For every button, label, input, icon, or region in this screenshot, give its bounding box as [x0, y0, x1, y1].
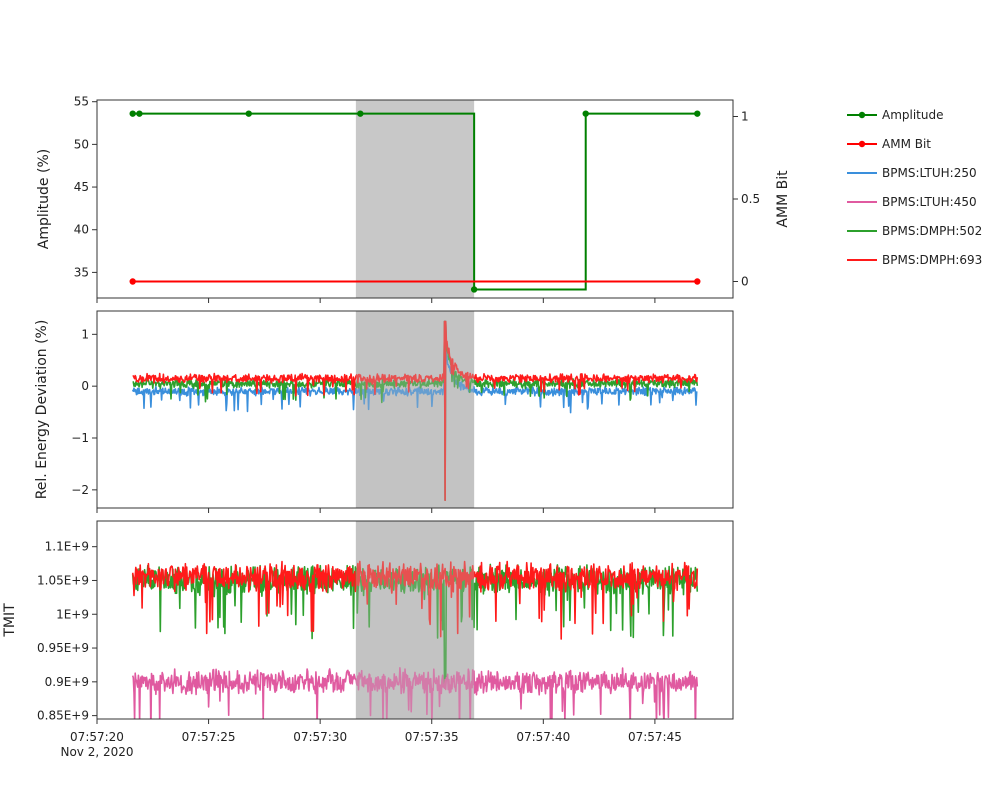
y-tick-label: 55: [74, 95, 89, 109]
x-tick-label: 07:57:25: [182, 730, 236, 744]
panel-frame-3: [96, 520, 734, 720]
legend-item: BPMS:LTUH:250: [847, 166, 977, 180]
y-tick-label: 0: [81, 379, 89, 393]
y-tick-label: −1: [71, 431, 89, 445]
y-tick-label: 40: [74, 223, 89, 237]
y-tick-label: 45: [74, 180, 89, 194]
plot-area-1: [132, 112, 698, 291]
panel-frame-2: [96, 310, 734, 509]
legend: Amplitude AMM Bit BPMS:LTUH:250 BPMS:LTUH:4…: [847, 108, 982, 267]
y2-tick-label: 1: [741, 110, 749, 124]
series-line-bpms-ltuh-250: [131, 320, 698, 501]
y-axis-title-2: Rel. Energy Deviation (%): [34, 320, 50, 500]
legend-item: Amplitude: [847, 108, 944, 122]
highlight-overlay-2: [355, 311, 475, 508]
plot-area-3: [131, 521, 699, 719]
legend-marker: [858, 111, 866, 119]
series-line-bpms-dmph-502: [131, 563, 699, 686]
y-tick-label: 1.1E+9: [45, 540, 89, 554]
data-point-amplitude: [582, 110, 589, 117]
x-tick-label: 07:57:40: [516, 730, 570, 744]
panel-2: −2 −1 0 1 Rel. Energy Deviation (%): [34, 310, 734, 513]
y-tick-label: 0.95E+9: [37, 641, 89, 655]
x-tick-label: 07:57:20: [70, 730, 124, 744]
y-tick-label: −2: [71, 483, 89, 497]
y2-tick-label: 0.5: [741, 192, 760, 206]
data-point-amplitude: [357, 110, 364, 117]
legend-label: BPMS:LTUH:450: [882, 195, 977, 209]
legend-label: Amplitude: [882, 108, 944, 122]
highlight-overlay-3: [355, 521, 475, 719]
y-tick-label: 1: [81, 327, 89, 341]
series-line-bpms-dmph-693: [132, 320, 699, 501]
panels-layer: 35 40 45 50 55 Amplitude (%) 0 0.5 1 AMM Bit −2 −1 0…: [2, 95, 791, 744]
y-tick-label: 50: [74, 137, 89, 151]
y2-axis-title: AMM Bit: [775, 170, 791, 228]
y-tick-label: 35: [74, 265, 89, 279]
legend-label: BPMS:LTUH:250: [882, 166, 977, 180]
data-point-amplitude: [129, 110, 136, 117]
series-line-bpms-ltuh-450: [131, 667, 699, 719]
legend-item: AMM Bit: [847, 137, 931, 151]
data-point-amplitude: [136, 110, 143, 117]
panel-3: 0.85E+9 0.9E+9 0.95E+9 1E+9 1.05E+9 1.1E+9 TMI…: [2, 520, 734, 724]
panel-1: 35 40 45 50 55 Amplitude (%) 0 0.5 1 AMM Bit: [36, 95, 791, 303]
legend-item: BPMS:DMPH:693: [847, 253, 982, 267]
data-point-amm-bit: [129, 278, 136, 285]
highlight-region-2: [355, 311, 475, 508]
data-point-amplitude: [694, 110, 701, 117]
panel-frame-1: [96, 99, 734, 299]
highlight-region-1: [355, 100, 475, 298]
x-tick-label: 07:57:30: [293, 730, 347, 744]
y-tick-label: 0.85E+9: [37, 709, 89, 723]
legend-item: BPMS:DMPH:502: [847, 224, 982, 238]
legend-label: BPMS:DMPH:693: [882, 253, 982, 267]
legend-label: BPMS:DMPH:502: [882, 224, 982, 238]
y-tick-label: 1E+9: [56, 607, 89, 621]
data-point-amplitude: [245, 110, 252, 117]
y-tick-label: 1.05E+9: [37, 573, 89, 587]
series-line-amplitude: [132, 112, 698, 291]
legend-item: BPMS:LTUH:450: [847, 195, 977, 209]
x-date-label: Nov 2, 2020: [60, 745, 133, 759]
y-axis-title-3: TMIT: [2, 603, 18, 638]
data-point-amm-bit: [694, 278, 701, 285]
plot-area-2: [131, 311, 699, 508]
series-line-bpms-dmph-693: [131, 560, 699, 640]
legend-label: AMM Bit: [882, 137, 931, 151]
x-tick-label: 07:57:35: [405, 730, 459, 744]
legend-marker: [858, 140, 866, 148]
y-tick-label: 0.9E+9: [45, 675, 89, 689]
x-tick-label: 07:57:45: [628, 730, 682, 744]
data-point-amplitude: [470, 286, 478, 293]
y-axis-title-1: Amplitude (%): [36, 149, 52, 249]
y2-tick-label: 0: [741, 275, 749, 289]
